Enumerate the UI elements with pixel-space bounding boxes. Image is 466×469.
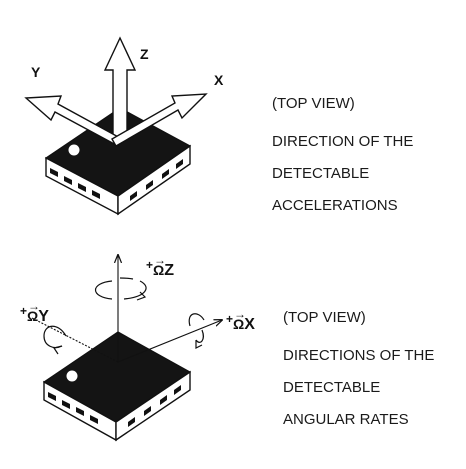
vector-arrow-icon: → <box>154 253 167 267</box>
x-angular-rate-label: + → ΩX <box>226 307 255 334</box>
omega-symbol: Ω <box>153 262 165 278</box>
z-rotation-arrow <box>94 277 147 301</box>
caption-line: ACCELERATIONS <box>272 197 398 214</box>
rate-sign: + <box>226 312 234 326</box>
caption-line: DIRECTION OF THE <box>272 133 414 150</box>
package-pads-left <box>48 392 98 424</box>
package-right-side <box>115 370 191 442</box>
angular-rates-caption: (TOP VIEW) DIRECTIONS OF THE DETECTABLE … <box>283 294 434 444</box>
package-pads-right <box>128 385 181 427</box>
package-pads-left <box>50 168 100 199</box>
rate-axis: Y <box>38 308 49 325</box>
y-axis-label: Y <box>31 64 41 80</box>
caption-line: ANGULAR RATES <box>283 411 409 428</box>
caption-line: (TOP VIEW) <box>272 95 355 112</box>
pin1-marker <box>68 144 80 156</box>
pin1-marker <box>66 370 78 382</box>
x-rotation-axis <box>117 320 222 363</box>
accelerometer-package <box>44 107 192 216</box>
vector-arrow-icon: → <box>28 299 41 313</box>
omega-symbol: Ω <box>27 308 39 324</box>
x-rotation-arrow <box>188 313 205 349</box>
y-rotation-axis <box>31 317 119 363</box>
y-acceleration-arrow <box>24 95 123 147</box>
gyroscope-package <box>42 331 192 442</box>
caption-line: DETECTABLE <box>272 165 370 182</box>
z-angular-rate-label: + → ΩZ <box>146 253 175 280</box>
y-rotation-arrow <box>43 325 67 355</box>
z-axis-label: Z <box>140 46 149 62</box>
omega-symbol: Ω <box>233 316 245 332</box>
y-angular-rate-label: + → ΩY <box>20 299 49 326</box>
package-right-side <box>117 144 191 216</box>
accelerations-caption: (TOP VIEW) DIRECTION OF THE DETECTABLE A… <box>272 80 413 230</box>
rate-sign: + <box>146 258 154 272</box>
rate-axis: X <box>244 316 255 333</box>
caption-line: DIRECTIONS OF THE <box>283 347 435 364</box>
package-pads-right <box>130 159 183 201</box>
x-acceleration-arrow <box>111 93 208 147</box>
z-acceleration-arrow <box>103 36 137 141</box>
rate-axis: Z <box>164 262 175 279</box>
caption-line: DETECTABLE <box>283 379 381 396</box>
rate-sign: + <box>20 304 28 318</box>
x-axis-label: X <box>214 72 224 88</box>
caption-line: (TOP VIEW) <box>283 309 366 326</box>
vector-arrow-icon: → <box>234 307 247 321</box>
